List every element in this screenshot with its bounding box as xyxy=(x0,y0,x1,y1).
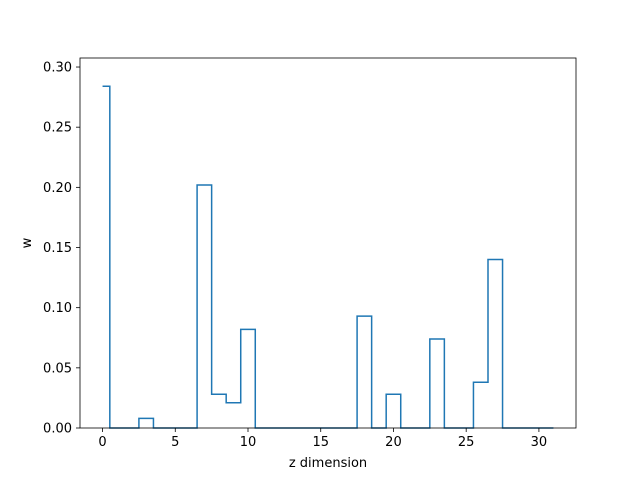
y-tick-label: 0.15 xyxy=(43,241,72,256)
x-tick-label: 30 xyxy=(531,435,548,450)
y-tick-label: 0.10 xyxy=(43,301,72,316)
x-tick-label: 10 xyxy=(240,435,257,450)
y-tick-label: 0.05 xyxy=(43,361,72,376)
y-tick-label: 0.00 xyxy=(43,422,72,437)
plot-area xyxy=(80,58,576,428)
x-tick-label: 25 xyxy=(458,435,475,450)
x-tick-label: 5 xyxy=(171,435,179,450)
y-tick-label: 0.20 xyxy=(43,181,72,196)
x-tick-label: 0 xyxy=(98,435,106,450)
x-axis-label: z dimension xyxy=(289,456,367,471)
y-axis-label: w xyxy=(20,237,35,248)
y-tick-label: 0.25 xyxy=(43,121,72,136)
y-axis-ticks: 0.00 0.05 0.10 0.15 0.20 0.25 0.30 xyxy=(43,61,80,437)
y-tick-label: 0.30 xyxy=(43,61,72,76)
x-axis-ticks: 0 5 10 15 20 25 30 xyxy=(98,428,547,450)
x-tick-label: 15 xyxy=(312,435,329,450)
x-tick-label: 20 xyxy=(385,435,402,450)
plot-frame xyxy=(79,57,577,429)
